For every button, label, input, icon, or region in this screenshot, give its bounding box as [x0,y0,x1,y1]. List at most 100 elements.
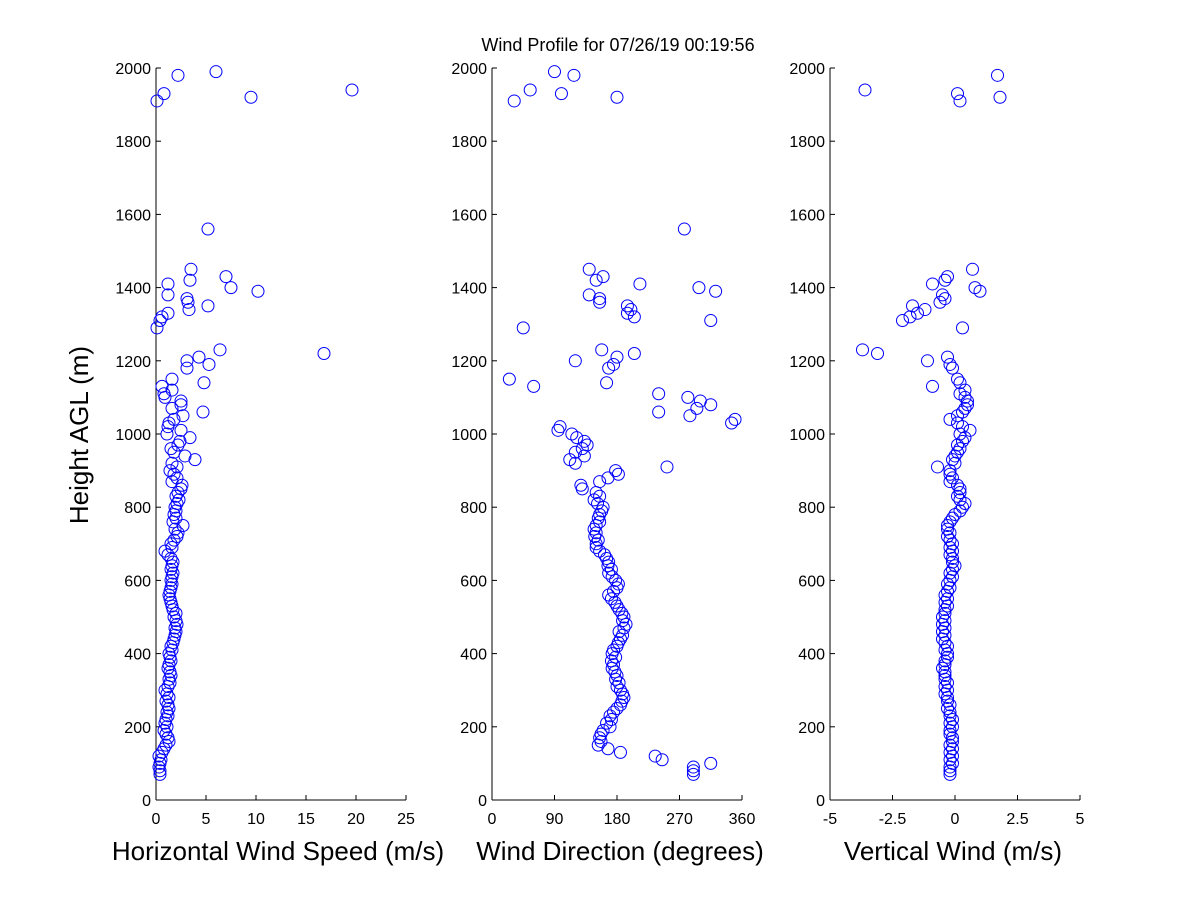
panel-speed: 0 200 400 600 800 1000 1200 1400 1600 1800 2000 0 5 1… [112,61,444,866]
data-point [582,262,596,276]
y-tick-label: 1200 [451,354,487,371]
data-point [174,394,188,408]
data-point [938,669,952,683]
y-tick-label: 0 [478,793,487,810]
data-point [943,738,957,752]
data-point [956,321,969,335]
data-point [197,376,211,390]
data-point [956,500,969,514]
data-point [171,438,185,452]
data-point [956,405,969,419]
data-point [963,423,977,437]
data-point [523,83,537,97]
data-point [610,702,624,715]
x-tick-label: 0 [488,811,497,828]
data-point [158,544,172,558]
data-point [166,555,180,569]
data-point [660,460,674,474]
x-tick-label: 90 [546,811,564,828]
data-point [184,262,198,276]
data-point [946,361,959,375]
data-point [946,720,959,734]
data-point [591,533,605,547]
data-point [931,460,944,474]
data-point [617,610,631,624]
data-point [936,617,949,631]
y-tick-label: 0 [142,793,151,810]
data-point [951,445,964,459]
data-point [171,526,185,540]
data-point [168,500,182,514]
x-tick-label: 0 [951,811,960,828]
data-point [589,537,603,551]
data-point [943,357,957,371]
data-point [943,698,957,712]
data-point [162,672,176,686]
data-point [168,522,182,536]
data-point [941,676,954,690]
data-point [174,398,188,412]
data-point [589,540,603,554]
y-tick-label: 1400 [451,281,487,298]
data-point [171,68,185,82]
y-tick-label: 200 [798,720,825,737]
x-tick-label: 20 [347,811,365,828]
data-point [161,731,175,745]
y-tick-label: 1000 [789,427,825,444]
data-point [652,387,666,401]
data-point [155,745,169,759]
data-point [911,306,924,320]
data-point [941,270,954,284]
data-point [153,314,167,328]
data-point [627,346,641,360]
data-point [570,431,584,445]
data-point [946,562,959,576]
data-point [159,738,173,752]
data-point [941,683,954,697]
data-point [938,687,952,701]
data-point [176,409,190,423]
data-point [941,519,954,532]
data-point [610,90,624,104]
data-point [624,303,638,317]
data-point [594,727,608,741]
data-point [593,295,607,309]
y-tick-label: 600 [460,573,487,590]
y-tick-label: 1600 [451,207,487,224]
data-point [589,273,603,287]
data-point [183,431,197,445]
data-point [610,680,624,694]
data-point [609,464,623,478]
data-point [938,636,952,650]
y-tick-label: 200 [460,720,487,737]
data-point [858,83,872,97]
data-point [993,90,1007,104]
data-point [941,702,954,715]
y-axis-label-height: Height AGL (m) [64,346,94,524]
data-point [163,464,177,478]
data-point [943,526,957,540]
data-point [991,68,1004,82]
data-point [317,346,331,360]
y-tick-label: 1400 [115,281,151,298]
data-point [938,614,952,628]
data-point [155,379,169,393]
data-point [161,277,175,291]
data-point [176,519,190,532]
data-point [593,475,607,489]
data-point [209,65,223,79]
data-point [946,544,959,558]
data-point [152,749,166,763]
data-point [600,716,614,730]
data-point [943,573,957,587]
data-point [966,262,979,276]
data-point [938,595,952,609]
data-point [601,742,615,756]
data-point [568,354,582,368]
data-point [943,764,957,778]
data-point [958,383,972,397]
x-tick-label: -5 [823,811,837,828]
data-point [167,467,181,481]
data-point [946,742,959,756]
